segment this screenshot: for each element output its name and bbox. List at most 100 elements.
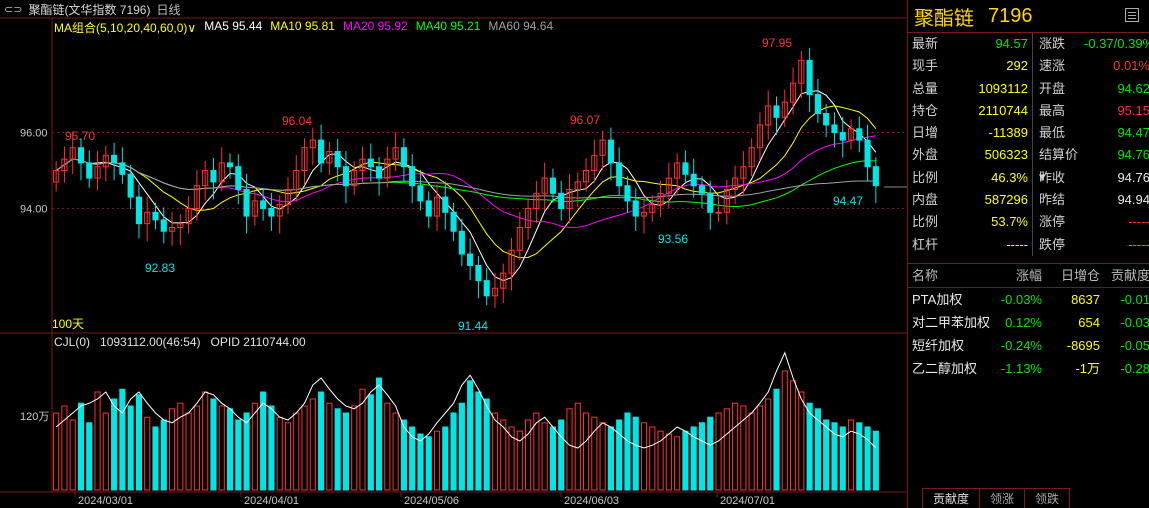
volume-bar <box>748 412 755 491</box>
candle-body <box>856 128 863 141</box>
volume-bar <box>541 422 548 491</box>
candle-body <box>823 113 830 126</box>
volume-bar <box>375 377 383 491</box>
ma-legend-ma20: MA20 95.92 <box>342 19 408 33</box>
volume-bar <box>798 391 805 491</box>
candle-body <box>500 272 507 289</box>
quote-value: 292 <box>1006 58 1028 74</box>
column-header[interactable]: 涨幅 <box>1015 267 1042 283</box>
quote-label: 涨停 <box>1032 211 1084 234</box>
candle-body <box>566 188 573 209</box>
quote-label: 杠杆 <box>912 236 939 252</box>
volume-legend: CJL(0) 1093112.00(46:54) OPID 2110744.00 <box>54 335 306 349</box>
column-header[interactable]: 贡献度 <box>1110 267 1149 283</box>
candle-body <box>591 154 598 172</box>
candle-body <box>301 147 308 172</box>
volume-bar <box>533 412 540 491</box>
kline-chart[interactable]: 96.00 94.00 120万 100天 95.70 92.83 96.04 91.44 96… <box>0 0 907 508</box>
volume-bar <box>756 405 764 491</box>
quote-value: 46.3% <box>991 169 1028 185</box>
price-annotation: 94.47 <box>833 194 863 208</box>
quote-value: ----- <box>1006 236 1028 252</box>
table-row[interactable]: PTA加权 -0.03% 8637 -0.01 <box>908 288 1149 311</box>
y-tick-label: 94.00 <box>20 203 48 215</box>
volume-bar <box>111 398 118 491</box>
volume-bar <box>202 391 209 491</box>
ma-legend: MA组合(5,10,20,40,60,0)∨ MA5 95.44 MA10 95.… <box>54 19 553 36</box>
candle-body <box>789 82 797 103</box>
volume-bar <box>831 422 838 491</box>
table-cell: 8637 <box>1071 291 1100 307</box>
volume-bar <box>367 394 374 491</box>
volume-bar <box>458 402 465 491</box>
tab-1[interactable]: 领涨 <box>979 488 1026 508</box>
volume-bar <box>839 426 846 491</box>
ma-group-label[interactable]: MA组合(5,10,20,40,60,0)∨ <box>54 21 197 35</box>
volume-bar <box>591 416 598 491</box>
candle-body <box>442 196 449 213</box>
candle-body <box>549 177 557 194</box>
candle-body <box>781 101 788 118</box>
volume-bar <box>243 412 250 491</box>
table-row[interactable]: 对二甲苯加权 0.12% 654 -0.03 <box>908 311 1149 334</box>
volume-bar <box>525 419 532 491</box>
candle-body <box>251 200 258 217</box>
volume-bar <box>218 405 225 491</box>
y-tick-label: 96.00 <box>20 128 48 140</box>
volume-bar <box>326 402 333 491</box>
candle-body <box>69 147 76 160</box>
volume-bar <box>872 430 879 491</box>
volume-bar <box>119 388 126 491</box>
candle-body <box>119 162 126 175</box>
candle-body <box>351 170 358 187</box>
volume-indicator-label[interactable]: CJL(0) <box>54 335 91 349</box>
table-row[interactable]: 短纤加权 -0.24% -8695 -0.05 <box>908 334 1149 357</box>
divider <box>908 256 1149 264</box>
candle-body <box>276 204 283 217</box>
candle-body <box>392 147 399 160</box>
candle-body <box>508 249 515 274</box>
volume-bar <box>516 430 523 491</box>
candle-body <box>202 170 209 187</box>
period-selector[interactable]: 日线 <box>156 2 181 17</box>
instrument-code: 7196 <box>988 4 1033 27</box>
chevron-down-icon[interactable]: ∨ <box>187 21 197 35</box>
menu-icon[interactable] <box>1125 8 1139 22</box>
candle-body <box>864 139 871 168</box>
volume-bar <box>765 398 772 491</box>
link-icon[interactable]: ⊂⊃ <box>4 3 23 16</box>
candle-body <box>243 188 250 217</box>
candle-body <box>616 162 623 187</box>
volume-bar <box>77 402 85 491</box>
volume-bar <box>433 430 441 491</box>
candle-body <box>433 196 441 217</box>
volume-bar <box>127 405 134 491</box>
volume-bar <box>649 426 656 491</box>
quote-value: 94.62 <box>1117 80 1149 96</box>
tab-2[interactable]: 领跌 <box>1024 488 1071 508</box>
candle-body <box>226 162 234 168</box>
chart-area[interactable]: 96.00 94.00 120万 100天 95.70 92.83 96.04 91.44 96… <box>0 0 907 508</box>
table-row[interactable]: 乙二醇加权 -1.13% -1万 -0.28 <box>908 357 1149 380</box>
candle-body <box>94 166 101 179</box>
volume-bar <box>284 422 292 491</box>
table-cell: -0.28 <box>1120 360 1149 376</box>
tab-0[interactable]: 贡献度 <box>922 488 981 508</box>
quote-label: 总量 <box>912 80 939 96</box>
quote-label: 跌停 <box>1032 233 1084 256</box>
volume-bar <box>334 408 341 491</box>
ma-legend-ma60: MA60 94.64 <box>488 19 554 33</box>
price-annotation: 91.44 <box>458 319 488 333</box>
quote-label: 比例 <box>912 169 939 185</box>
volume-bar <box>400 419 407 491</box>
column-header[interactable]: 名称 <box>912 267 939 283</box>
column-header[interactable]: 日增仓 <box>1060 267 1100 283</box>
candle-body <box>839 132 846 141</box>
candle-body <box>574 181 581 190</box>
ma-legend-ma5: MA5 95.44 <box>204 19 263 33</box>
panel-tabs: 贡献度 领涨 领跌 <box>922 488 1071 508</box>
volume-bar <box>69 419 76 491</box>
volume-bar <box>549 426 557 491</box>
table-cell: -0.24% <box>1000 337 1042 353</box>
